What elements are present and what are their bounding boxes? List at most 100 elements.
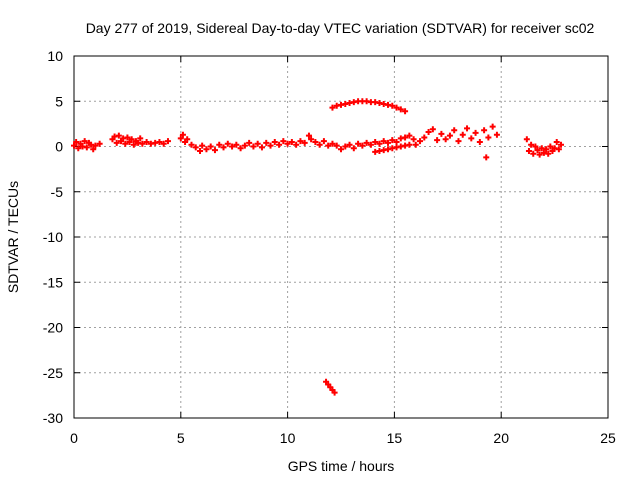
data-point — [534, 147, 541, 154]
data-point — [263, 139, 270, 146]
data-point — [543, 146, 550, 153]
data-point — [410, 136, 417, 143]
data-point — [446, 132, 453, 139]
data-point — [451, 127, 458, 134]
data-point — [393, 104, 400, 111]
data-point — [483, 154, 490, 161]
x-tick-label: 20 — [493, 430, 509, 446]
data-point — [211, 147, 218, 154]
data-point — [547, 143, 554, 150]
data-point — [258, 144, 265, 151]
data-point — [241, 142, 248, 149]
data-point — [555, 146, 562, 153]
data-point — [481, 127, 488, 134]
data-point — [389, 137, 396, 144]
series-lower-segment — [372, 141, 413, 155]
data-point — [406, 141, 413, 148]
data-point — [216, 141, 223, 148]
data-point — [122, 140, 129, 147]
chart-title: Day 277 of 2019, Sidereal Day-to-day VTE… — [86, 20, 595, 36]
y-tick-label: -25 — [43, 365, 63, 381]
data-point — [179, 131, 186, 138]
data-point — [188, 141, 195, 148]
data-point — [421, 134, 428, 141]
data-point — [329, 140, 336, 147]
data-point — [284, 140, 291, 147]
data-point — [530, 150, 537, 157]
data-point — [528, 141, 535, 148]
data-point — [207, 143, 214, 150]
data-point — [363, 139, 370, 146]
data-points — [71, 98, 565, 396]
series-late-cluster — [523, 136, 565, 158]
data-point — [288, 138, 295, 145]
y-tick-label: -5 — [51, 184, 64, 200]
data-point — [402, 108, 409, 115]
data-point — [92, 142, 99, 149]
x-tick-labels: 0 5 10 15 20 25 — [70, 430, 616, 446]
data-point — [553, 138, 560, 145]
y-tick-label: -20 — [43, 320, 63, 336]
data-point — [359, 142, 366, 149]
data-point — [325, 142, 332, 149]
grid — [74, 56, 608, 418]
data-point — [389, 102, 396, 109]
data-point — [96, 140, 103, 147]
data-point — [489, 123, 496, 130]
data-point — [143, 138, 150, 145]
data-point — [81, 138, 88, 145]
data-point — [192, 144, 199, 151]
data-point — [115, 132, 122, 139]
data-point — [372, 138, 379, 145]
data-point — [305, 132, 312, 139]
data-point — [545, 150, 552, 157]
data-point — [164, 138, 171, 145]
data-point — [271, 138, 278, 145]
data-point — [137, 135, 144, 142]
data-point — [338, 146, 344, 153]
data-point — [367, 141, 374, 148]
data-point — [346, 141, 353, 148]
data-point — [267, 142, 274, 149]
data-point — [523, 136, 530, 143]
data-point — [128, 136, 135, 143]
data-point — [472, 129, 479, 136]
data-point — [184, 136, 191, 143]
data-point — [464, 125, 471, 132]
data-point — [412, 141, 419, 148]
data-point — [233, 141, 240, 148]
x-tick-label: 15 — [387, 430, 403, 446]
data-point — [90, 146, 97, 153]
data-point — [459, 131, 466, 138]
data-point — [350, 145, 357, 152]
data-point — [438, 130, 445, 137]
x-tick-label: 5 — [177, 430, 185, 446]
y-tick-label: -10 — [43, 229, 63, 245]
data-point — [342, 143, 349, 150]
series-upper-arc — [329, 98, 409, 115]
data-point — [434, 137, 441, 144]
data-point — [425, 129, 432, 136]
data-point — [224, 140, 231, 147]
data-point — [203, 146, 210, 153]
data-point — [333, 142, 340, 149]
data-point — [485, 134, 492, 141]
data-point — [73, 138, 80, 145]
data-point — [246, 139, 253, 146]
data-point — [442, 136, 449, 143]
y-tick-label: 5 — [55, 93, 63, 109]
data-point — [536, 151, 543, 158]
data-point — [429, 126, 436, 133]
data-point — [199, 142, 206, 149]
data-point — [476, 138, 483, 145]
data-point — [229, 143, 236, 150]
data-point — [417, 138, 424, 145]
series-main-band — [71, 123, 500, 161]
data-point — [197, 148, 204, 155]
y-tick-label: -30 — [43, 410, 63, 426]
data-point — [558, 141, 565, 148]
x-tick-label: 0 — [70, 430, 78, 446]
data-point — [355, 140, 362, 147]
data-point — [139, 140, 146, 147]
